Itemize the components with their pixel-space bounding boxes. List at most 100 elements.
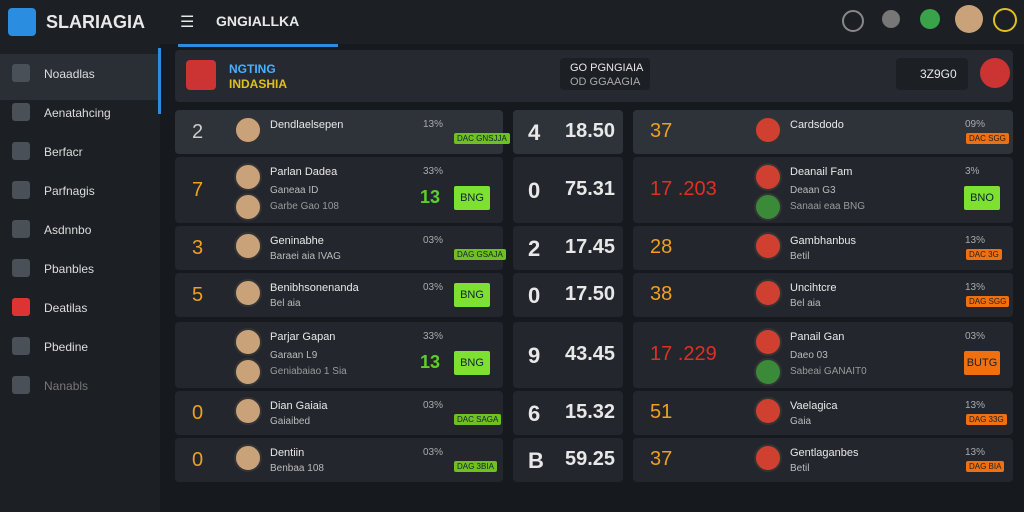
right-badge: DAG SGG [966,296,1010,307]
info-1: GO PGNGIAIA [570,62,644,74]
right-pct: 09% [965,119,986,130]
nav-item[interactable]: Pbanbles [44,262,95,276]
pct: 03% [423,235,444,246]
panel [633,273,1013,317]
name: Parjar Gapan [270,331,336,343]
avatar [754,279,782,307]
right-name: Gambhanbus [790,235,857,247]
right-badge: DAG BIA [966,461,1005,472]
score-box [896,58,968,90]
nav-item[interactable]: Nanabls [44,379,89,393]
settings-icon[interactable] [882,10,900,28]
right-num: 28 [650,236,673,258]
sub: Benbaa 108 [270,463,324,474]
mid-num: 9 [528,343,541,368]
rank: 3 [192,237,204,259]
mid-score: 75.31 [565,178,616,200]
sub: Geniabaiao 1 Sia [270,366,347,377]
right-pct: 3% [965,166,980,177]
panel [633,391,1013,435]
right-name: Gentlaganbes [790,447,859,459]
avatar [234,163,262,191]
sub: Bel aia [270,298,301,309]
avatar [234,193,262,221]
right-badge: BUTG [964,351,1000,375]
team-1: NGTING [229,62,276,76]
panel [513,391,623,435]
stat: 13 [420,187,441,207]
logo-icon [8,8,36,36]
right-pct: 13% [965,282,986,293]
right-num: 51 [650,401,673,423]
name: Parlan Dadea [270,166,338,178]
panel [633,322,1013,388]
mid-num: 6 [528,401,541,426]
mid-score: 15.32 [565,401,616,423]
mid-score: 43.45 [565,343,616,365]
name: Geninabhe [270,235,324,247]
search-icon[interactable] [842,10,864,32]
avatar[interactable] [955,5,983,33]
panel [175,226,503,270]
avatar [754,193,782,221]
right-badge: DAG 33G [966,414,1007,425]
coin-icon[interactable] [993,8,1017,32]
rank: 7 [192,179,204,201]
badge: DAC GNSJJA [454,133,510,144]
right-name: Panail Gan [790,331,845,343]
pct: 33% [423,331,444,342]
panel [175,110,503,154]
right-name: Deanail Fam [790,166,853,178]
nav-item[interactable]: Deatilas [44,301,88,315]
nav-icon [12,259,30,277]
flag [186,60,216,90]
right-sub: Betil [790,251,810,262]
match-score: 3Z9G0 [920,67,957,81]
right-sub: Gaia [790,416,812,427]
right-sub: Sanaai eaa BNG [790,201,866,212]
right-sub: Deaan G3 [790,185,836,196]
badge: BNG [454,283,490,307]
panel [513,322,623,388]
nav-icon [12,220,30,238]
panel [633,226,1013,270]
sub: Baraei aia IVAG [270,251,341,262]
panel [633,157,1013,223]
stat: 13 [420,352,441,372]
mid-num: 4 [528,120,541,145]
nav-item[interactable]: Berfacr [44,145,83,159]
panel [175,273,503,317]
name: Dentiin [270,447,305,459]
nav-item[interactable]: Pbedine [44,340,89,354]
status-icon[interactable] [920,9,940,29]
active-marker [158,48,161,114]
nav-icon [12,64,30,82]
menu-icon[interactable]: ☰ [180,14,195,31]
right-pct: 03% [965,331,986,342]
badge: DAC SAGA [454,414,502,425]
right-sub: Betil [790,463,810,474]
nav-item[interactable]: Noaadlas [44,67,95,81]
right-sub: Daeo 03 [790,350,828,361]
panel [513,273,623,317]
nav-item[interactable]: Aenatahcing [44,106,111,120]
mid-num: B [528,448,544,473]
sub: Garaan L9 [270,350,318,361]
panel [633,438,1013,482]
pct: 03% [423,400,444,411]
avatar [754,163,782,191]
panel [633,110,1013,154]
pct: 03% [423,447,444,458]
badge: BNG [454,186,490,210]
avatar [234,116,262,144]
right-num: 17 .229 [650,343,717,365]
nav-icon [12,142,30,160]
badge: DAG 3BIA [454,461,497,472]
rank: 0 [192,402,204,424]
nav-item[interactable]: Parfnagis [44,184,95,198]
panel [513,110,623,154]
nav-item[interactable]: Asdnnbo [44,223,92,237]
right-sub: Bel aia [790,298,821,309]
nav-icon [12,376,30,394]
avatar [754,444,782,472]
